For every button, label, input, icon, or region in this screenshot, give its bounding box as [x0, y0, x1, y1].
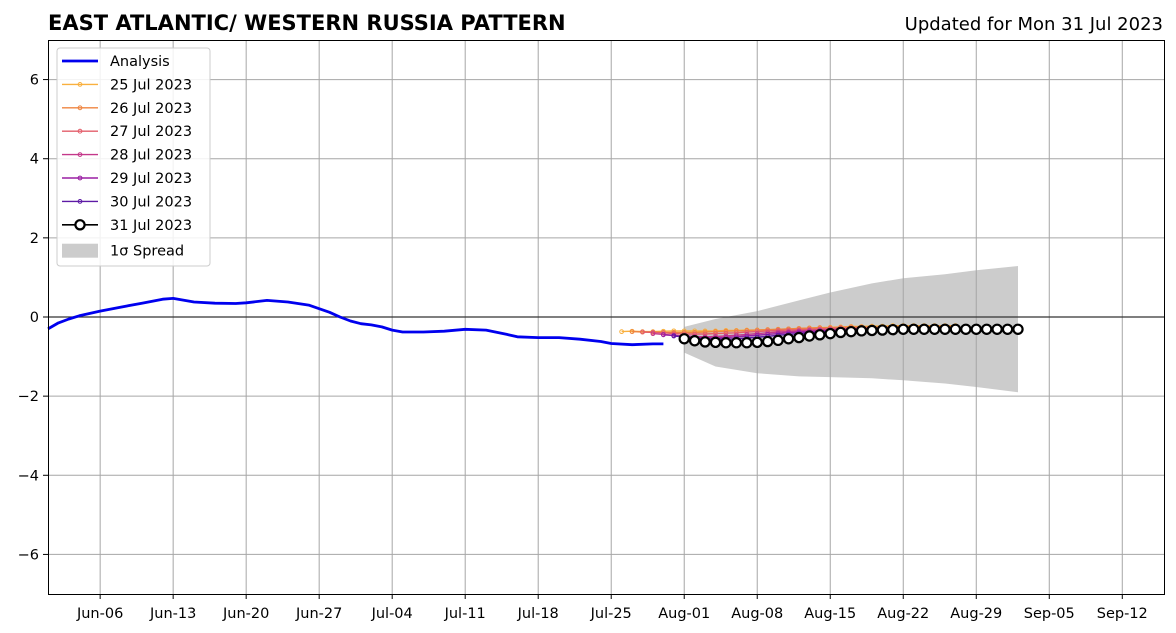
forecast-point [970, 323, 982, 335]
legend-label: Analysis [110, 54, 170, 70]
forecast-point [845, 325, 857, 338]
forecast-point [709, 336, 722, 349]
series-markers [678, 323, 1024, 349]
legend-label: 30 Jul 2023 [110, 194, 192, 210]
legend-label: 26 Jul 2023 [110, 101, 192, 117]
x-tick-label: Sep-05 [1024, 606, 1075, 622]
forecast-point [803, 330, 816, 342]
forecast-point [855, 325, 868, 337]
updated-date: Updated for Mon 31 Jul 2023 [905, 14, 1163, 35]
x-tick-label: Jun-20 [222, 606, 269, 622]
forecast-point [629, 329, 635, 335]
forecast-point [761, 335, 774, 348]
forecast-point [678, 333, 690, 345]
x-tick-label: Aug-22 [877, 606, 929, 622]
forecast-point [619, 329, 625, 335]
x-tick-label: Jul-18 [517, 606, 559, 622]
legend-swatch-spread [62, 243, 98, 258]
forecast-point [991, 323, 1003, 335]
x-tick-label: Jul-25 [590, 606, 632, 622]
x-tick-label: Aug-29 [950, 606, 1002, 622]
legend-marker [77, 105, 83, 111]
forecast-point [772, 334, 784, 347]
legend: Analysis 25 Jul 2023 26 Jul 2023 27 Jul 202… [56, 47, 211, 267]
forecast-point [730, 337, 743, 349]
forecast-point [876, 324, 889, 336]
forecast-point [751, 336, 763, 349]
y-tick-label: −6 [18, 547, 39, 563]
y-tick-label: 4 [30, 152, 39, 168]
legend-label: 25 Jul 2023 [110, 77, 192, 93]
forecast-point [650, 331, 656, 337]
x-axis: Jun-06 Jun-13 Jun-20 Jun-27 Jul-04 Jul-11 Jul-… [76, 594, 1148, 622]
x-tick-label: Aug-01 [658, 606, 710, 622]
forecast-point [793, 331, 805, 344]
legend-label: 28 Jul 2023 [110, 148, 192, 164]
x-tick-label: Jun-27 [295, 606, 342, 622]
forecast-point [939, 323, 951, 335]
y-tick-label: 6 [30, 73, 39, 89]
forecast-point [866, 324, 878, 337]
legend-marker [74, 219, 86, 231]
x-tick-label: Jun-13 [149, 606, 196, 622]
forecast-point [640, 329, 645, 335]
forecast-point [907, 323, 920, 335]
forecast-point [1012, 323, 1024, 335]
grid [48, 40, 1164, 594]
x-tick-label: Jun-06 [76, 606, 123, 622]
legend-label: 1σ Spread [110, 244, 184, 260]
legend-label: 31 Jul 2023 [110, 218, 192, 234]
legend-label: 29 Jul 2023 [110, 171, 192, 187]
forecast-point [918, 323, 930, 335]
legend-marker [77, 175, 83, 181]
forecast-point [782, 333, 795, 345]
forecast-point [699, 336, 711, 348]
forecast-point [834, 326, 847, 339]
analysis-line [47, 296, 664, 347]
forecast-point [1001, 323, 1014, 335]
legend-marker [77, 128, 83, 134]
legend-marker [77, 82, 83, 87]
forecast-point [887, 323, 899, 336]
y-tick-label: −2 [18, 389, 39, 405]
forecast-point [741, 337, 753, 349]
forecast-point [713, 331, 718, 337]
forecast-point [660, 332, 666, 338]
y-axis: 6 4 2 0 −2 −4 −6 [18, 73, 48, 563]
x-tick-label: Jul-04 [371, 606, 413, 622]
legend-box [56, 47, 211, 267]
y-tick-label: 0 [30, 310, 39, 326]
forecast-point [814, 329, 826, 341]
forecast-point [949, 323, 962, 335]
x-tick-label: Aug-08 [731, 606, 783, 622]
y-tick-label: 2 [30, 231, 39, 247]
forecast-point [723, 330, 729, 336]
chart-title: EAST ATLANTIC/ WESTERN RUSSIA PATTERN [48, 11, 566, 35]
x-tick-label: Sep-12 [1097, 606, 1148, 622]
forecast-point [960, 323, 972, 335]
forecast-point [824, 327, 836, 340]
forecast-point [897, 323, 909, 335]
x-tick-label: Jul-11 [444, 606, 486, 622]
legend-marker [77, 152, 83, 158]
legend-label: 27 Jul 2023 [110, 124, 192, 140]
forecast-point [720, 337, 732, 349]
forecast-point [980, 323, 993, 335]
y-tick-label: −4 [18, 468, 39, 484]
x-tick-label: Aug-15 [804, 606, 856, 622]
forecast-point [671, 333, 677, 339]
legend-marker [77, 199, 83, 204]
forecast-point [688, 335, 701, 347]
plot-frame [48, 40, 1165, 595]
forecast-point [928, 323, 941, 335]
